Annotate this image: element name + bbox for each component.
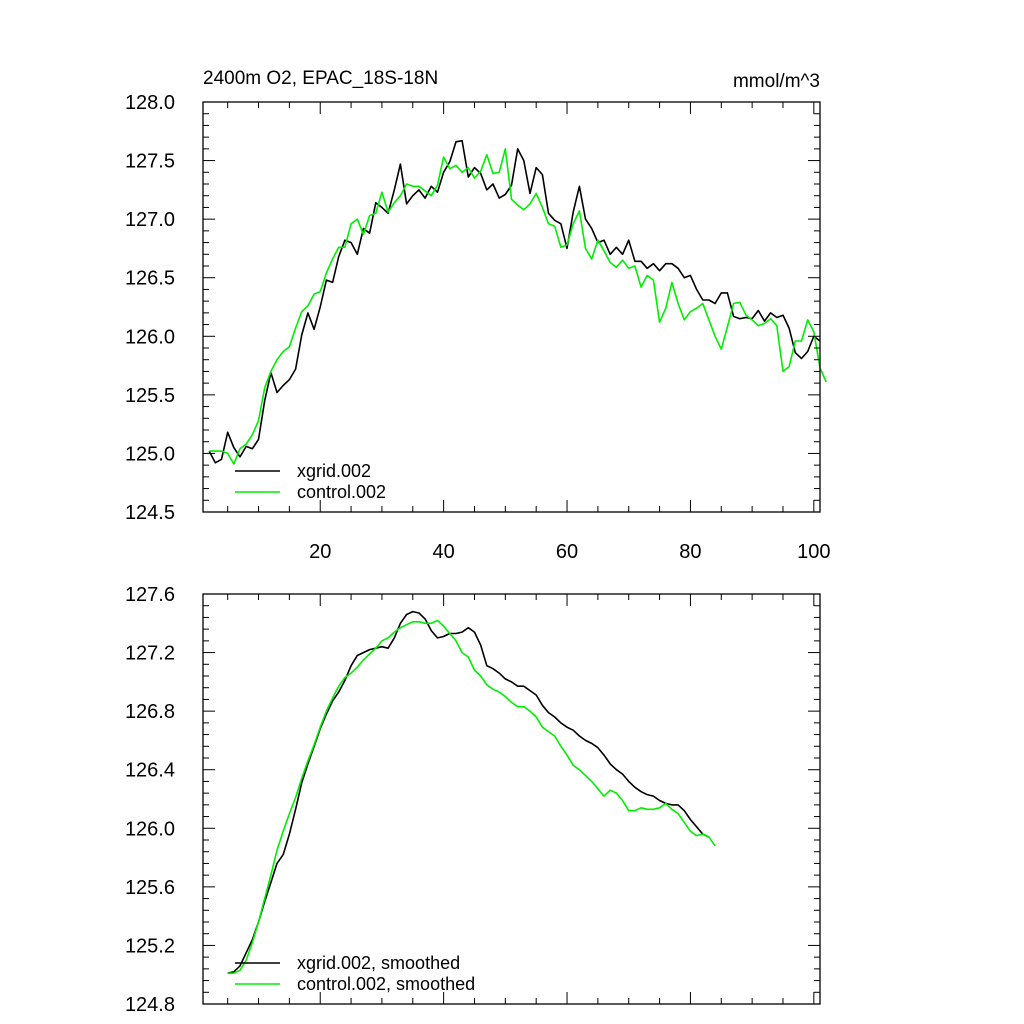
y-tick-label: 125.0 bbox=[125, 443, 175, 465]
y-tick-label: 127.6 bbox=[125, 584, 175, 606]
plot-frame bbox=[202, 593, 821, 1005]
legend-label: control.002 bbox=[297, 482, 386, 502]
y-tick-label: 127.2 bbox=[125, 643, 175, 665]
x-tick-label: 40 bbox=[433, 541, 455, 563]
y-tick-label: 125.6 bbox=[125, 877, 175, 899]
y-tick-label: 126.4 bbox=[125, 760, 175, 782]
series-line-control bbox=[227, 619, 716, 975]
y-tick-label: 126.8 bbox=[125, 701, 175, 723]
panel-smoothed: 124.8 125.2 125.6 126.0 126.4 126.8 127.2 127.6… bbox=[125, 584, 821, 1016]
y-tick-label: 126.0 bbox=[125, 326, 175, 348]
x-tick-label: 100 bbox=[797, 541, 830, 563]
y-tick-label: 126.5 bbox=[125, 268, 175, 290]
series-line-xgrid bbox=[227, 610, 710, 974]
legend-label: xgrid.002 bbox=[297, 461, 371, 481]
chart-title: 2400m O2, EPAC_18S-18N bbox=[203, 68, 438, 89]
y-tick-label: 127.0 bbox=[125, 209, 175, 231]
x-tick-label: 20 bbox=[309, 541, 331, 563]
panel-raw: 20 40 60 80 100 124.5 125.0 125.5 126.0 126.5 127.… bbox=[125, 92, 831, 563]
series-line-control bbox=[209, 148, 827, 465]
y-tick-label: 126.0 bbox=[125, 818, 175, 840]
y-tick-label: 124.5 bbox=[125, 502, 175, 524]
x-tick-label: 80 bbox=[679, 541, 701, 563]
legend-label: xgrid.002, smoothed bbox=[297, 953, 460, 973]
plot-frame bbox=[202, 101, 821, 513]
y-tick-label: 125.2 bbox=[125, 935, 175, 957]
y-tick-label: 128.0 bbox=[125, 92, 175, 114]
legend-label: control.002, smoothed bbox=[297, 974, 475, 994]
series-line-xgrid bbox=[208, 139, 821, 464]
units-label: mmol/m^3 bbox=[733, 71, 820, 92]
y-tick-label: 124.8 bbox=[125, 994, 175, 1016]
y-tick-label: 127.5 bbox=[125, 151, 175, 173]
y-tick-label: 125.5 bbox=[125, 385, 175, 407]
x-tick-label: 60 bbox=[556, 541, 578, 563]
